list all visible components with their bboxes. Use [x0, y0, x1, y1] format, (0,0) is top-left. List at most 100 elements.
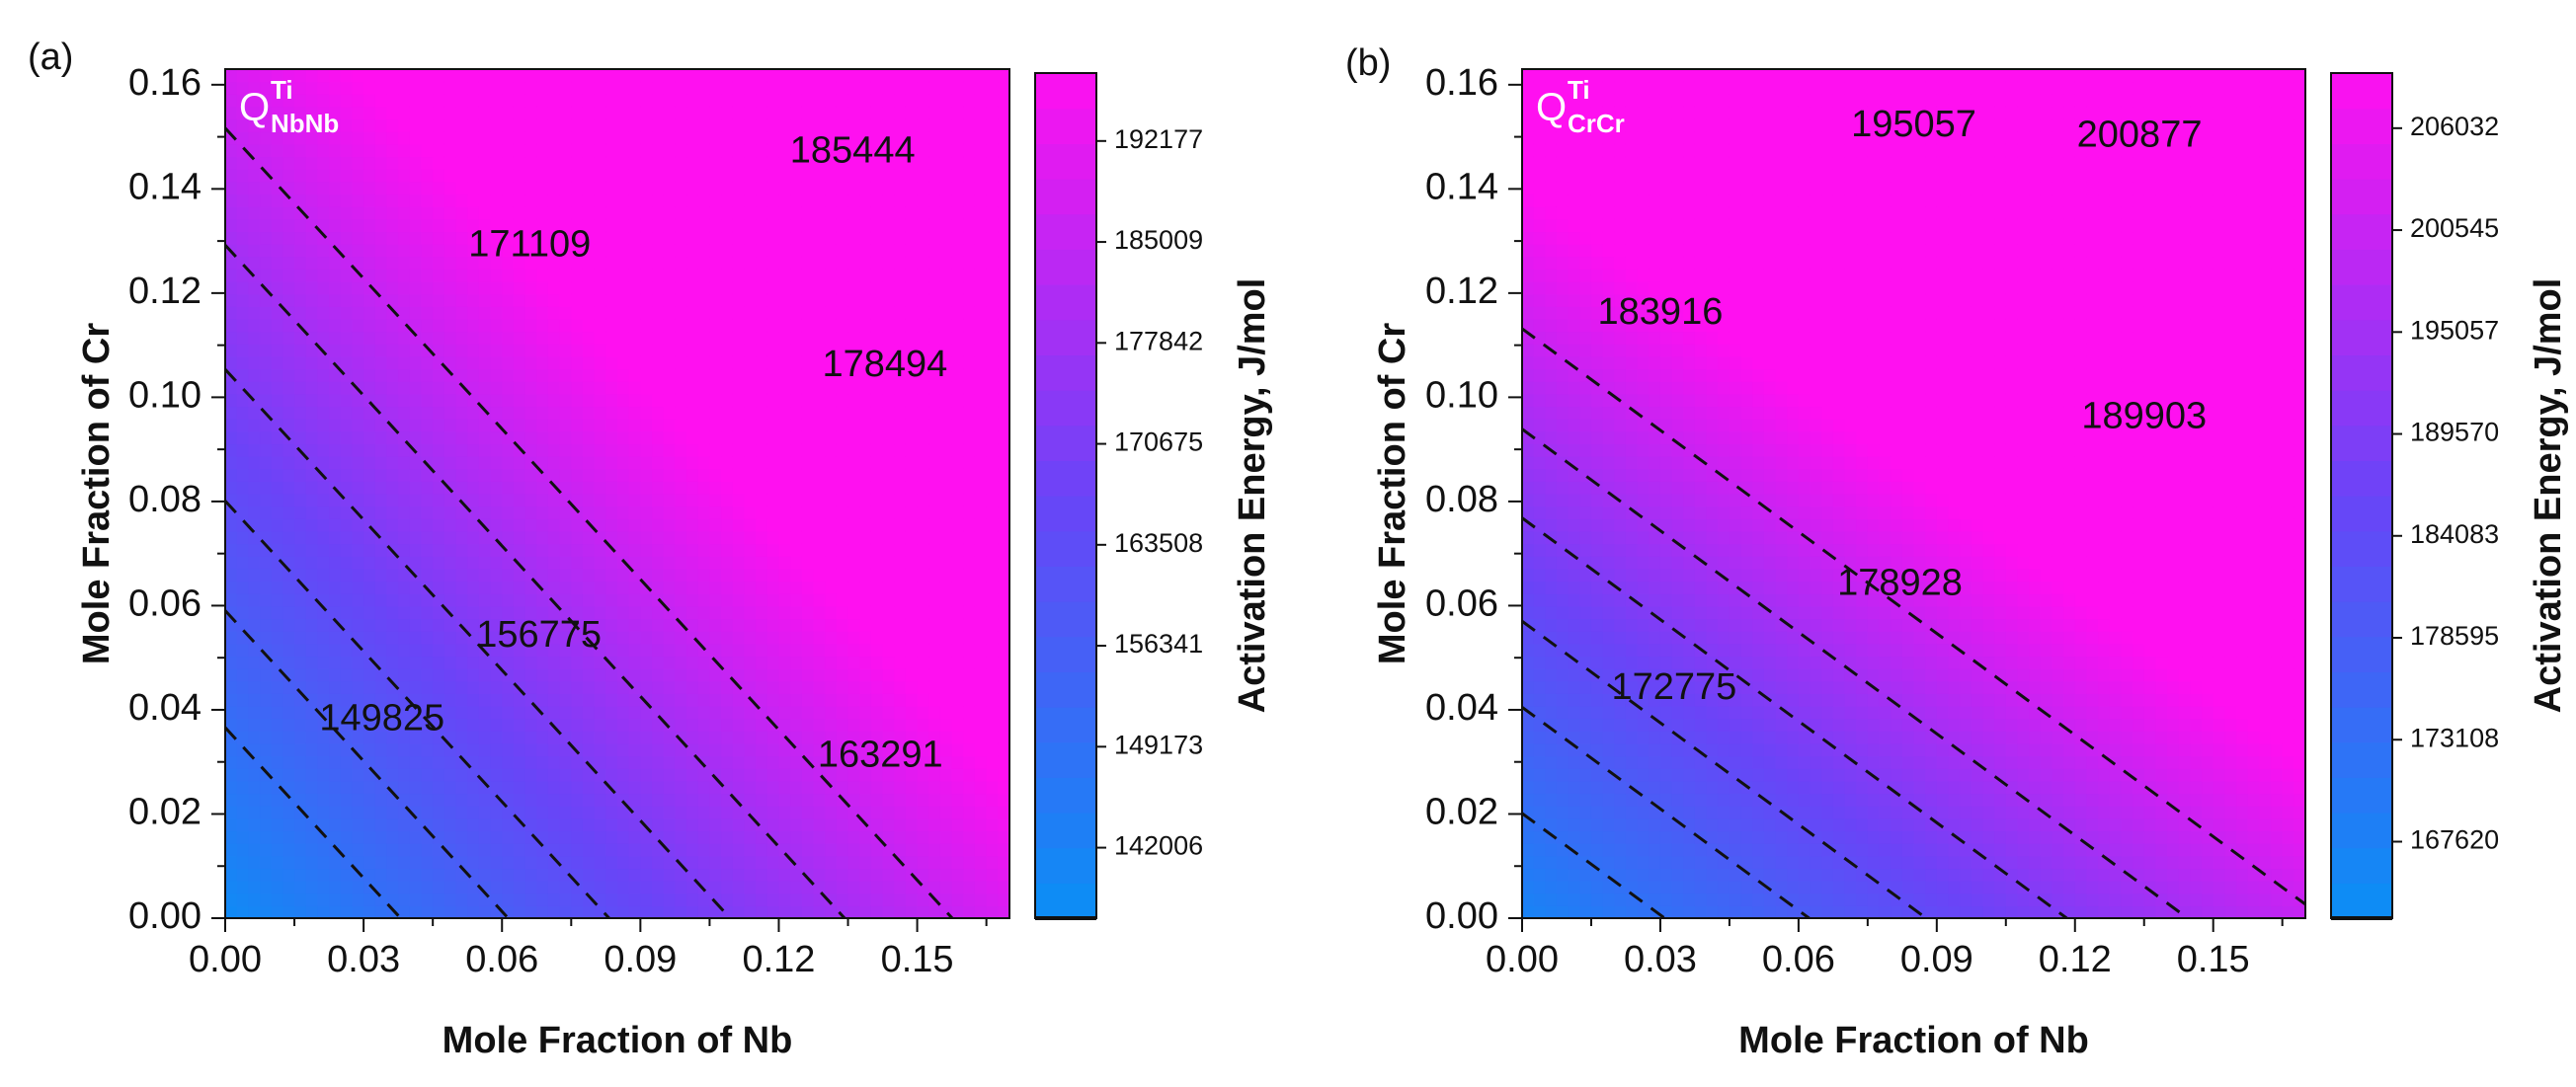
heat-cell [894, 156, 907, 170]
heat-cell [836, 780, 849, 795]
heat-cell [421, 194, 434, 207]
heat-cell [686, 156, 699, 170]
heat-cell [652, 244, 665, 258]
heat-cell [1533, 481, 1546, 495]
heat-cell [939, 706, 953, 720]
heat-cell [1522, 69, 1535, 83]
heat-cell [675, 543, 687, 557]
heat-cell [409, 868, 423, 882]
heat-cell [248, 581, 261, 594]
heat-cell [536, 256, 549, 270]
heat-cell [825, 893, 838, 906]
heat-cell [236, 218, 249, 233]
heat-cell [352, 680, 364, 694]
heat-cell [744, 306, 757, 320]
heat-cell [675, 194, 687, 207]
heat-cell [571, 905, 584, 918]
heat-cell [974, 830, 988, 844]
heat-cell [663, 742, 676, 757]
heat-cell [825, 106, 838, 120]
heat-cell [1545, 419, 1558, 432]
heat-cell [305, 530, 319, 545]
heat-cell [559, 843, 572, 857]
heat-cell [870, 181, 884, 195]
heat-cell [675, 530, 687, 545]
heat-cell [813, 755, 826, 769]
heat-cell [433, 868, 445, 882]
heat-cell [559, 505, 572, 519]
heat-cell [271, 355, 283, 370]
heat-cell [294, 430, 307, 445]
heat-cell [409, 181, 423, 195]
heat-cell [352, 293, 364, 307]
heat-cell [340, 505, 354, 519]
heat-cell [963, 643, 976, 658]
heat-cell [547, 344, 561, 357]
heat-cell [455, 481, 468, 495]
heat-cell [836, 631, 849, 645]
heat-cell [502, 568, 515, 582]
heat-cell [732, 706, 746, 720]
heat-cell [790, 194, 803, 207]
heat-cell [917, 206, 929, 220]
heat-cell [894, 755, 907, 769]
heat-cell [386, 131, 399, 145]
heat-cell [398, 568, 411, 582]
heat-cell [697, 668, 711, 682]
heat-cell [363, 143, 376, 158]
heat-cell [317, 244, 330, 258]
heat-cell [352, 244, 364, 258]
heat-cell [870, 505, 884, 519]
heat-cell [951, 905, 964, 918]
heat-cell [986, 618, 999, 632]
heat-cell [582, 156, 596, 170]
heat-cell [340, 742, 354, 757]
heat-cell [882, 318, 895, 333]
heat-cell [374, 368, 388, 382]
heat-cell [421, 605, 434, 620]
heat-cell [248, 643, 261, 658]
heat-cell [398, 131, 411, 145]
heat-cell [697, 293, 711, 307]
heat-cell [998, 143, 1009, 158]
heat-cell [801, 331, 815, 345]
heat-cell [675, 306, 687, 320]
heat-cell [617, 181, 630, 195]
heat-cell [928, 381, 941, 395]
heat-cell [559, 344, 572, 357]
heat-cell [513, 244, 526, 258]
heat-cell [825, 718, 838, 732]
heat-cell [547, 331, 561, 345]
heat-cell [628, 631, 641, 645]
heat-cell [524, 605, 537, 620]
heat-cell [905, 731, 919, 744]
heat-cell [697, 468, 711, 482]
heat-cell [409, 518, 423, 532]
heat-cell [398, 218, 411, 233]
heat-cell [721, 680, 734, 694]
heat-cell [513, 468, 526, 482]
heat-cell [282, 581, 295, 594]
heat-cell [963, 843, 976, 857]
heat-cell [513, 768, 526, 782]
heat-cell [778, 468, 791, 482]
heat-cell [756, 731, 768, 744]
heat-cell [571, 693, 584, 707]
heat-cell [732, 631, 746, 645]
heat-cell [260, 256, 273, 270]
heat-cell [675, 830, 687, 844]
heat-cell [433, 269, 445, 282]
heat-cell [329, 231, 342, 245]
heat-cell [374, 718, 388, 732]
heat-cell [594, 543, 606, 557]
heat-cell [524, 281, 537, 295]
heat-cell [317, 94, 330, 108]
heat-cell [282, 456, 295, 470]
heat-cell [582, 94, 596, 108]
heat-cell [928, 905, 941, 918]
heat-cell [756, 830, 768, 844]
heat-cell [939, 456, 953, 470]
heat-cell [513, 406, 526, 420]
heat-cell [709, 718, 722, 732]
